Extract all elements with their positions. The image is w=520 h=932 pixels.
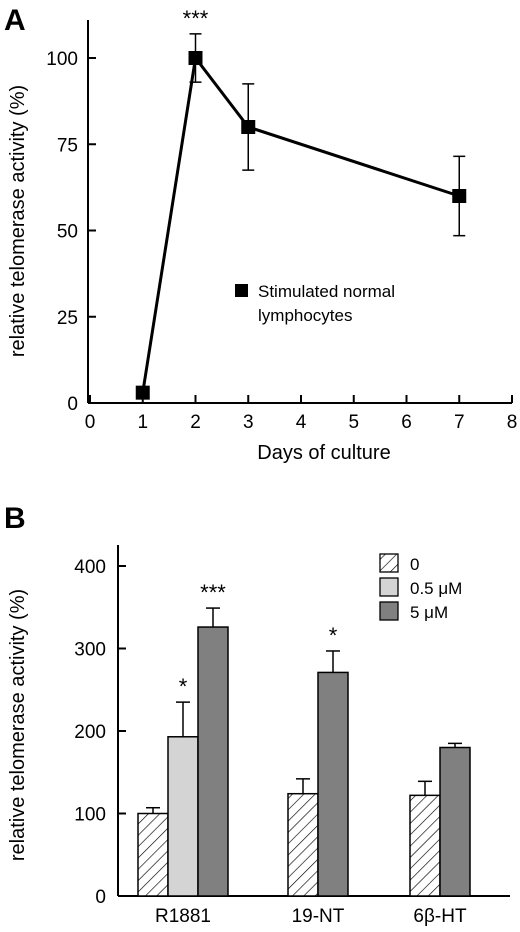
panel-a-significance-0: *** bbox=[183, 6, 209, 31]
panel-b-y-ticks: 0 100 200 300 400 bbox=[74, 557, 126, 908]
panel-b-x-tick-label-1: 19-NT bbox=[292, 906, 345, 927]
panel-b-annotations: ***** bbox=[179, 580, 338, 699]
panel-a-x-tick-label-3: 3 bbox=[243, 412, 254, 433]
panel-b-significance-0: * bbox=[179, 674, 188, 699]
panel-b-legend-swatch-1 bbox=[379, 577, 399, 597]
panel-b-y-tick-label-4: 400 bbox=[74, 557, 106, 578]
panel-a-x-ticks: 0 1 2 3 4 5 6 7 8 bbox=[85, 395, 518, 433]
panel-a-y-tick-label-0: 0 bbox=[67, 394, 78, 415]
panel-b-bar-0-2 bbox=[197, 626, 229, 897]
panel-a-letter: A bbox=[4, 4, 26, 37]
panel-a-y-axis-title: relative telomerase activity (%) bbox=[7, 85, 29, 357]
panel-a-point-2 bbox=[241, 120, 256, 134]
panel-a-point-3 bbox=[452, 189, 467, 203]
panel-a: A 0 25 50 75 100 0 1 2 3 4 5 6 7 8 relative telomera… bbox=[4, 4, 517, 464]
panel-a-x-tick-label-1: 1 bbox=[137, 412, 148, 433]
panel-b-bar-1-2 bbox=[317, 671, 349, 897]
panel-b-letter: B bbox=[4, 502, 26, 535]
panel-b-y-tick-label-0: 0 bbox=[95, 887, 106, 908]
panel-a-x-tick-label-7: 7 bbox=[454, 412, 465, 433]
panel-a-y-tick-label-3: 75 bbox=[57, 135, 78, 156]
panel-b-bar-2-2 bbox=[439, 746, 471, 897]
panel-b-y-tick-label-1: 100 bbox=[74, 805, 106, 826]
panel-a-y-tick-label-4: 100 bbox=[46, 49, 78, 70]
panel-a-x-tick-label-0: 0 bbox=[85, 412, 96, 433]
panel-b-bar-1-0 bbox=[287, 792, 319, 897]
panel-a-legend: Stimulated normal lymphocytes bbox=[235, 282, 395, 325]
panel-a-legend-marker bbox=[235, 284, 248, 297]
panel-b-legend: 0 0.5 μM 5 μM bbox=[379, 553, 462, 622]
panel-a-x-tick-label-6: 6 bbox=[401, 412, 412, 433]
panel-a-y-tick-label-1: 25 bbox=[57, 308, 78, 329]
panel-a-point-1 bbox=[188, 51, 203, 65]
panel-b-legend-label-1: 0.5 μM bbox=[410, 579, 462, 598]
panel-b-significance-2: * bbox=[329, 623, 338, 648]
panel-b-legend-label-0: 0 bbox=[410, 555, 419, 574]
panel-a-point-0 bbox=[135, 385, 150, 400]
panel-b: B 0 100 200 300 400 R1881 19-NT 6β-HT relative… bbox=[4, 502, 510, 927]
panel-a-x-tick-label-4: 4 bbox=[296, 412, 307, 433]
panel-a-series-line-0 bbox=[141, 54, 460, 393]
panel-b-legend-swatch-0 bbox=[379, 553, 399, 573]
panel-a-y-ticks: 0 25 50 75 100 bbox=[46, 49, 96, 415]
panel-b-bars bbox=[137, 607, 471, 897]
panel-a-series bbox=[135, 33, 467, 400]
panel-a-x-tick-label-2: 2 bbox=[190, 412, 201, 433]
panel-a-legend-label-line-1: Stimulated normal bbox=[258, 282, 395, 301]
panel-b-x-tick-label-2: 6β-HT bbox=[413, 906, 467, 927]
panel-b-bar-0-0 bbox=[137, 812, 169, 897]
panel-a-x-axis-title: Days of culture bbox=[257, 442, 390, 464]
panel-b-y-tick-label-2: 200 bbox=[74, 722, 106, 743]
panel-b-y-tick-label-3: 300 bbox=[74, 640, 106, 661]
panel-b-x-tick-label-0: R1881 bbox=[155, 906, 211, 927]
panel-b-legend-swatch-2 bbox=[379, 601, 399, 621]
panel-b-significance-1: *** bbox=[200, 580, 226, 605]
panel-a-legend-label-line-2: lymphocytes bbox=[258, 306, 352, 325]
panel-a-y-tick-label-2: 50 bbox=[57, 222, 78, 243]
panel-b-bar-0-1 bbox=[167, 736, 199, 897]
panel-a-annotations: *** bbox=[183, 6, 209, 31]
panel-a-x-tick-label-5: 5 bbox=[348, 412, 359, 433]
panel-a-x-tick-label-8: 8 bbox=[507, 412, 518, 433]
panel-b-legend-label-2: 5 μM bbox=[410, 603, 448, 622]
panel-b-y-axis-title: relative telomerase activity (%) bbox=[7, 589, 29, 861]
panel-b-bar-2-0 bbox=[409, 794, 441, 897]
